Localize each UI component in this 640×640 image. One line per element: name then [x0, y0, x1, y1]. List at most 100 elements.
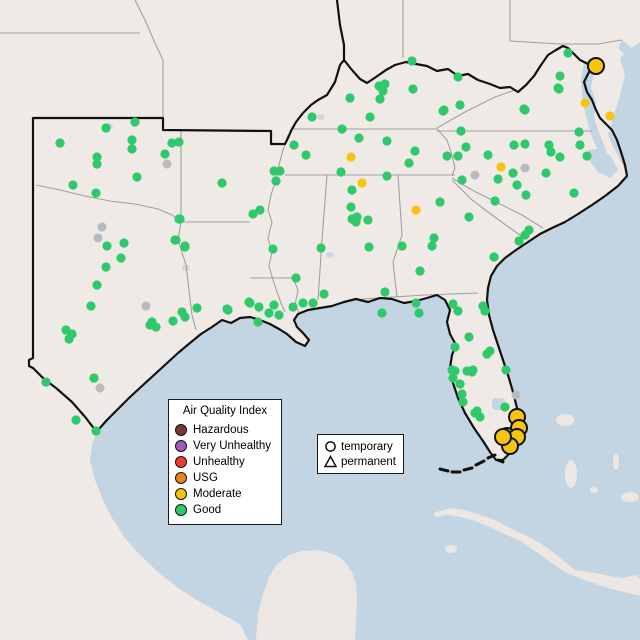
station-dot-good[interactable] [41, 377, 51, 387]
station-dot-good[interactable] [427, 241, 437, 251]
station-dot-moderate-large[interactable] [494, 428, 512, 446]
station-dot-unknown[interactable] [162, 159, 172, 169]
station-dot-good[interactable] [68, 180, 78, 190]
station-dot-good[interactable] [457, 175, 467, 185]
station-dot-good[interactable] [269, 300, 279, 310]
station-dot-good[interactable] [307, 112, 317, 122]
station-dot-good[interactable] [308, 298, 318, 308]
station-dot-good[interactable] [464, 212, 474, 222]
station-dot-good[interactable] [101, 262, 111, 272]
station-dot-good[interactable] [554, 84, 564, 94]
station-dot-good[interactable] [574, 127, 584, 137]
station-dot-good[interactable] [415, 266, 425, 276]
station-dot-unknown[interactable] [93, 233, 103, 243]
station-dot-good[interactable] [170, 235, 180, 245]
station-dot-good[interactable] [382, 171, 392, 181]
station-dot-good[interactable] [101, 123, 111, 133]
station-dot-good[interactable] [544, 140, 554, 150]
station-dot-good[interactable] [71, 415, 81, 425]
station-dot-good[interactable] [364, 242, 374, 252]
station-dot-good[interactable] [457, 389, 467, 399]
station-dot-good[interactable] [345, 93, 355, 103]
station-dot-good[interactable] [450, 366, 460, 376]
station-dot-good[interactable] [363, 215, 373, 225]
station-dot-good[interactable] [541, 168, 551, 178]
station-dot-good[interactable] [448, 373, 458, 383]
station-dot-good[interactable] [521, 190, 531, 200]
station-dot-good[interactable] [555, 71, 565, 81]
station-dot-good[interactable] [439, 105, 449, 115]
station-dot-unknown[interactable] [520, 163, 530, 173]
station-dot-moderate[interactable] [346, 152, 356, 162]
station-dot-good[interactable] [397, 241, 407, 251]
station-dot-good[interactable] [119, 238, 129, 248]
station-dot-good[interactable] [337, 124, 347, 134]
station-dot-moderate[interactable] [411, 205, 421, 215]
station-dot-good[interactable] [480, 306, 490, 316]
station-dot-good[interactable] [145, 320, 155, 330]
station-dot-good[interactable] [575, 140, 585, 150]
station-dot-moderate[interactable] [496, 162, 506, 172]
station-dot-good[interactable] [127, 135, 137, 145]
station-dot-good[interactable] [489, 252, 499, 262]
station-dot-good[interactable] [453, 306, 463, 316]
station-dot-good[interactable] [512, 180, 522, 190]
station-dot-good[interactable] [455, 100, 465, 110]
station-dot-good[interactable] [180, 312, 190, 322]
station-dot-good[interactable] [354, 133, 364, 143]
station-dot-good[interactable] [555, 152, 565, 162]
station-dot-good[interactable] [116, 253, 126, 263]
station-dot-good[interactable] [490, 196, 500, 206]
station-dot-good[interactable] [92, 152, 102, 162]
station-dot-good[interactable] [429, 233, 439, 243]
station-dot-good[interactable] [86, 301, 96, 311]
station-dot-good[interactable] [91, 188, 101, 198]
station-dot-good[interactable] [569, 188, 579, 198]
station-dot-moderate[interactable] [357, 178, 367, 188]
station-dot-good[interactable] [442, 151, 452, 161]
station-dot-good[interactable] [180, 242, 190, 252]
station-dot-good[interactable] [223, 305, 233, 315]
station-dot-moderate[interactable] [580, 98, 590, 108]
station-dot-good[interactable] [336, 167, 346, 177]
station-dot-good[interactable] [501, 365, 511, 375]
station-dot-good[interactable] [509, 140, 519, 150]
station-dot-good[interactable] [407, 56, 417, 66]
station-dot-good[interactable] [414, 308, 424, 318]
station-dot-good[interactable] [268, 244, 278, 254]
station-dot-good[interactable] [192, 303, 202, 313]
station-dot-good[interactable] [375, 94, 385, 104]
station-dot-good[interactable] [453, 151, 463, 161]
station-dot-good[interactable] [514, 236, 524, 246]
station-dot-good[interactable] [456, 126, 466, 136]
station-dot-good[interactable] [410, 146, 420, 156]
station-dot-good[interactable] [160, 149, 170, 159]
station-dot-good[interactable] [167, 138, 177, 148]
station-dot-good[interactable] [255, 205, 265, 215]
station-dot-good[interactable] [264, 308, 274, 318]
station-dot-good[interactable] [253, 317, 263, 327]
station-dot-unknown[interactable] [511, 390, 521, 400]
station-dot-good[interactable] [404, 158, 414, 168]
station-dot-good[interactable] [382, 136, 392, 146]
station-dot-good[interactable] [453, 72, 463, 82]
station-dot-good[interactable] [468, 365, 478, 375]
station-dot-good[interactable] [351, 217, 361, 227]
station-dot-good[interactable] [127, 144, 137, 154]
station-dot-unknown[interactable] [95, 383, 105, 393]
station-dot-good[interactable] [248, 209, 258, 219]
station-dot-moderate[interactable] [605, 111, 615, 121]
station-dot-good[interactable] [380, 287, 390, 297]
station-dot-good[interactable] [563, 48, 573, 58]
station-dot-good[interactable] [500, 402, 510, 412]
station-dot-good[interactable] [519, 104, 529, 114]
station-dot-moderate-large[interactable] [587, 57, 605, 75]
station-dot-good[interactable] [130, 117, 140, 127]
station-dot-good[interactable] [275, 166, 285, 176]
station-dot-good[interactable] [89, 373, 99, 383]
station-dot-good[interactable] [217, 178, 227, 188]
station-dot-good[interactable] [254, 302, 264, 312]
station-dot-good[interactable] [298, 298, 308, 308]
station-dot-good[interactable] [472, 406, 482, 416]
